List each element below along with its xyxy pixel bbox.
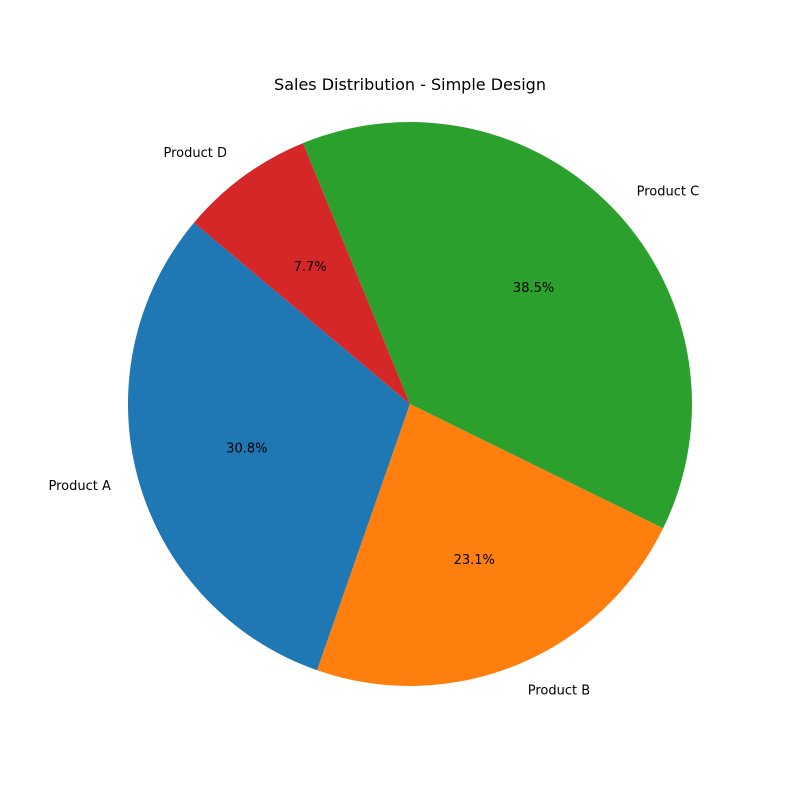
- pie-labels: Product A 30.8% Product B 23.1% Product C 38.…: [49, 146, 700, 698]
- pie-slice-product-c: [302, 121, 692, 529]
- percent-label-product-b: 23.1%: [454, 553, 495, 568]
- pie-slice-product-a: [127, 222, 410, 671]
- slice-label-product-d: Product D: [163, 146, 227, 161]
- slice-label-product-a: Product A: [49, 479, 111, 494]
- percent-label-product-c: 38.5%: [513, 281, 554, 296]
- pie-slices: [127, 121, 692, 686]
- pie-slice-product-d: [193, 143, 410, 404]
- pie-slice-product-b: [317, 404, 664, 686]
- slice-label-product-b: Product B: [528, 683, 590, 698]
- slice-label-product-c: Product C: [637, 185, 700, 200]
- percent-label-product-d: 7.7%: [294, 260, 327, 275]
- chart-title: Sales Distribution - Simple Design: [274, 75, 546, 94]
- percent-label-product-a: 30.8%: [226, 441, 267, 456]
